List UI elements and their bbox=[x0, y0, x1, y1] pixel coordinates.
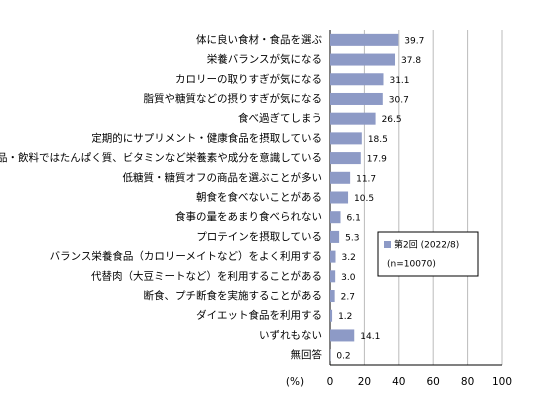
x-tick-label: 20 bbox=[358, 376, 371, 388]
bar bbox=[330, 53, 396, 66]
legend-box bbox=[377, 231, 479, 277]
bar bbox=[330, 290, 335, 303]
legend-note: (n=10070) bbox=[387, 260, 436, 270]
legend-label: 第2回 (2022/8) bbox=[394, 239, 459, 251]
x-tick-label: 100 bbox=[492, 376, 512, 388]
value-label: 18.5 bbox=[368, 135, 388, 145]
category-label: いずれもない bbox=[259, 329, 322, 341]
value-label: 0.2 bbox=[336, 352, 350, 362]
bar bbox=[330, 112, 376, 125]
category-label: 栄養バランスが気になる bbox=[207, 53, 322, 66]
category-label: 無回答 bbox=[291, 348, 323, 361]
bar bbox=[330, 250, 336, 263]
category-label: 定期的にサプリメント・健康食品を摂取している bbox=[91, 131, 322, 144]
bar bbox=[330, 33, 399, 46]
value-label: 17.9 bbox=[367, 155, 387, 165]
value-label: 1.2 bbox=[338, 312, 352, 322]
category-label: 食べ過ぎてしまう bbox=[238, 112, 322, 125]
bar bbox=[330, 270, 336, 283]
value-label: 31.1 bbox=[389, 76, 409, 86]
value-label: 39.7 bbox=[404, 36, 424, 46]
value-label: 14.1 bbox=[360, 332, 380, 342]
category-label: バランス栄養食品（カロリーメイトなど）をよく利用する bbox=[50, 250, 322, 263]
category-label: ダイエット食品を利用する bbox=[196, 309, 322, 322]
x-tick-label: 40 bbox=[392, 376, 405, 388]
category-label: カロリーの取りすぎが気になる bbox=[175, 72, 322, 85]
value-label: 30.7 bbox=[389, 95, 409, 105]
x-tick-label: 80 bbox=[461, 376, 474, 388]
bar bbox=[330, 171, 351, 184]
value-label: 11.7 bbox=[356, 174, 376, 184]
bar bbox=[330, 230, 340, 243]
value-label: 5.3 bbox=[345, 233, 359, 243]
bar bbox=[330, 132, 362, 145]
category-label: 脂質や糖質などの摂りすぎが気になる bbox=[144, 92, 323, 105]
category-label: プロテインを摂取している bbox=[196, 230, 322, 243]
value-label: 3.0 bbox=[341, 273, 356, 283]
bar bbox=[330, 309, 333, 322]
value-label: 10.5 bbox=[354, 194, 374, 204]
category-label: 食品・飲料ではたんぱく質、ビタミンなど栄養素や成分を意識している bbox=[0, 151, 322, 164]
value-label: 37.8 bbox=[401, 56, 421, 66]
x-axis-label: (%) bbox=[286, 376, 304, 388]
bar bbox=[330, 211, 341, 224]
bar bbox=[330, 191, 349, 204]
bar bbox=[330, 152, 361, 165]
category-label: 体に良い食材・食品を選ぶ bbox=[196, 33, 322, 46]
bar bbox=[330, 92, 383, 105]
category-label: 断食、プチ断食を実施することがある bbox=[144, 289, 323, 302]
category-label: 食事の量をあまり食べられない bbox=[175, 210, 322, 223]
value-label: 26.5 bbox=[382, 115, 402, 125]
bar bbox=[330, 329, 355, 342]
category-label: 朝食を食べないことがある bbox=[196, 191, 322, 204]
legend-swatch bbox=[384, 241, 391, 248]
value-label: 3.2 bbox=[342, 253, 356, 263]
bar bbox=[330, 73, 384, 86]
x-tick-label: 0 bbox=[327, 376, 334, 388]
category-label: 低糖質・糖質オフの商品を選ぶことが多い bbox=[123, 171, 323, 184]
value-label: 6.1 bbox=[346, 214, 360, 224]
category-label: 代替肉（大豆ミートなど）を利用することがある bbox=[91, 269, 322, 282]
x-tick-label: 60 bbox=[427, 376, 440, 388]
value-label: 2.7 bbox=[341, 293, 355, 303]
